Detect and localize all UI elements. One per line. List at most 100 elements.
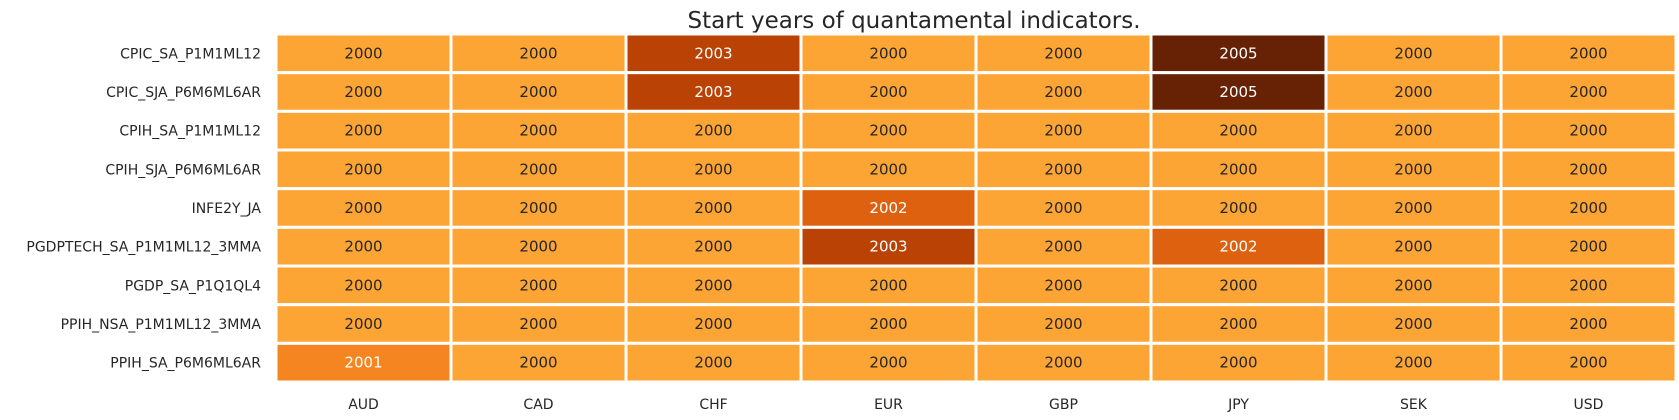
heatmap-cell-label: 2000	[1219, 354, 1257, 372]
heatmap-cell-label: 2000	[1044, 160, 1082, 178]
heatmap-cell	[1499, 225, 1678, 268]
heatmap-cell-label: 2000	[1394, 199, 1432, 217]
heatmap-cell	[1499, 264, 1678, 307]
y-axis-tick-labels: CPIC_SA_P1M1ML12 CPIC_SJA_P6M6ML6AR CPIH_S…	[26, 46, 261, 371]
x-tick-label: CAD	[523, 397, 553, 413]
heatmap-cell-label: 2000	[1044, 83, 1082, 101]
heatmap-cell	[1149, 225, 1328, 268]
heatmap-cell	[1324, 264, 1503, 307]
heatmap-cell-label: 2000	[694, 160, 732, 178]
heatmap-cell-label: 2000	[1569, 276, 1607, 294]
heatmap-cell-label: 2000	[1569, 44, 1607, 62]
heatmap-cell	[974, 187, 1153, 229]
heatmap-cell-label: 2000	[1394, 354, 1432, 372]
heatmap-cell-label: 2000	[694, 199, 732, 217]
heatmap-cell-label: 2000	[694, 276, 732, 294]
heatmap-cell-label: 2005	[1219, 83, 1257, 101]
y-tick-label: PPIH_NSA_P1M1ML12_3MMA	[61, 317, 262, 333]
heatmap-cell-label: 2000	[344, 276, 382, 294]
heatmap-cell	[1324, 109, 1503, 152]
x-tick-label: CHF	[699, 397, 727, 413]
heatmap-cell	[974, 303, 1153, 345]
heatmap-cell	[974, 148, 1153, 191]
heatmap-cell-label: 2000	[1044, 238, 1082, 256]
heatmap-cell	[449, 264, 628, 307]
y-tick-label: INFE2Y_JA	[192, 201, 262, 217]
heatmap-cell	[624, 341, 803, 384]
heatmap-cell-label: 2000	[869, 160, 907, 178]
heatmap-cell-label: 2000	[1394, 122, 1432, 140]
heatmap-cell-label: 2000	[869, 276, 907, 294]
heatmap-cell-label: 2000	[344, 199, 382, 217]
heatmap-cell	[1499, 109, 1678, 152]
x-tick-label: GBP	[1049, 397, 1078, 413]
x-tick-label: SEK	[1400, 397, 1428, 413]
heatmap-cell-label: 2000	[1394, 44, 1432, 62]
heatmap-cell-label: 2000	[1219, 199, 1257, 217]
heatmap-cell-label: 2000	[519, 122, 557, 140]
heatmap-cell-label: 2000	[519, 83, 557, 101]
heatmap-cell-label: 2000	[1044, 122, 1082, 140]
heatmap-cell-label: 2000	[519, 315, 557, 333]
heatmap-cell-label: 2000	[1219, 122, 1257, 140]
y-tick-label: CPIH_SA_P1M1ML12	[119, 124, 261, 140]
heatmap-cell-label: 2000	[694, 315, 732, 333]
heatmap-cell	[1499, 71, 1678, 113]
heatmap-cell	[274, 109, 453, 152]
heatmap-cell-label: 2000	[519, 44, 557, 62]
heatmap-cell-label: 2000	[344, 160, 382, 178]
y-tick-label: PPIH_SA_P6M6ML6AR	[110, 356, 261, 372]
heatmap-cell-label: 2000	[694, 122, 732, 140]
x-tick-label: JPY	[1227, 397, 1249, 413]
heatmap-cell-label: 2000	[1044, 44, 1082, 62]
x-axis-tick-labels: AUD CAD CHF EUR GBP JPY SEK USD	[348, 397, 1603, 413]
heatmap-cell-label: 2000	[344, 83, 382, 101]
heatmap-cell-label: 2000	[519, 238, 557, 256]
heatmap-cell	[1149, 264, 1328, 307]
heatmap-cell-label: 2000	[1569, 160, 1607, 178]
heatmap-cell-label: 2000	[1219, 160, 1257, 178]
heatmap-cell-label: 2000	[1394, 276, 1432, 294]
heatmap-cell-label: 2000	[519, 276, 557, 294]
y-tick-label: CPIC_SJA_P6M6ML6AR	[106, 85, 261, 101]
heatmap-cell-label: 2000	[1569, 83, 1607, 101]
heatmap-cell-label: 2000	[519, 160, 557, 178]
heatmap-cell-label: 2000	[519, 354, 557, 372]
heatmap-cell-label: 2000	[869, 44, 907, 62]
heatmap-cell-label: 2000	[1394, 160, 1432, 178]
heatmap-cell-label: 2000	[344, 315, 382, 333]
heatmap-cell-label: 2003	[694, 83, 732, 101]
heatmap-cell-label: 2000	[1044, 199, 1082, 217]
heatmap-cell	[1499, 32, 1678, 75]
x-tick-label: USD	[1574, 397, 1604, 413]
heatmap-cell	[799, 71, 978, 113]
heatmap-cell-label: 2000	[869, 83, 907, 101]
heatmap-cell-label: 2000	[1394, 83, 1432, 101]
heatmap-cell	[624, 303, 803, 345]
heatmap-cell	[1499, 341, 1678, 384]
heatmap-cell-label: 2000	[869, 354, 907, 372]
heatmap-cell	[799, 341, 978, 384]
heatmap-cell-label: 2005	[1219, 44, 1257, 62]
heatmap-cell-label: 2000	[1394, 315, 1432, 333]
heatmap-cell-label: 2000	[1569, 354, 1607, 372]
heatmap-cell-label: 2002	[869, 199, 907, 217]
heatmap-cell	[624, 264, 803, 307]
heatmap-cell	[799, 187, 978, 229]
y-tick-label: CPIC_SA_P1M1ML12	[120, 46, 261, 62]
heatmap-cell-label: 2003	[869, 238, 907, 256]
heatmap-cell-label: 2000	[1569, 199, 1607, 217]
x-tick-label: AUD	[348, 397, 379, 413]
heatmap-cell	[1499, 303, 1678, 345]
heatmap-cell-label: 2000	[869, 315, 907, 333]
heatmap-cell-label: 2003	[694, 44, 732, 62]
heatmap-cell-label: 2000	[1044, 276, 1082, 294]
y-tick-label: PGDP_SA_P1Q1QL4	[125, 278, 261, 294]
heatmap-cell	[974, 225, 1153, 268]
heatmap-cell-label: 2000	[344, 44, 382, 62]
heatmap-cell	[1324, 148, 1503, 191]
heatmap-cell-label: 2000	[1569, 315, 1607, 333]
heatmap-cell-label: 2000	[694, 238, 732, 256]
heatmap-cell-labels: 2000 2000 2003 2000 2000 2005 2000 2000 2000 2000…	[344, 44, 1607, 371]
